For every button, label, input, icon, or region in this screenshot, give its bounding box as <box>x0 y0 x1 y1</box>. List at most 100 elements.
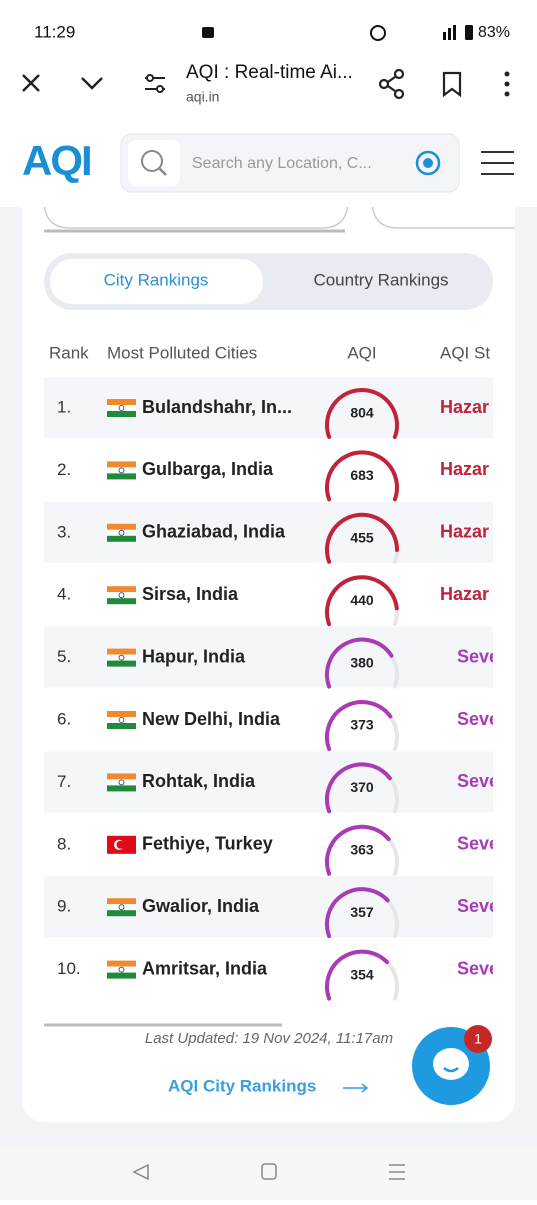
chat-badge-count: 1 <box>474 1031 482 1047</box>
column-header: AQI St <box>440 343 490 362</box>
flag <box>107 467 136 474</box>
menu[interactable] <box>504 71 510 97</box>
city: New Delhi, India <box>142 709 281 729</box>
aqi-value: 380 <box>350 654 374 670</box>
collapse[interactable] <box>81 77 103 90</box>
flag <box>107 654 136 661</box>
status: Seve <box>457 834 499 854</box>
flag <box>118 592 125 599</box>
column-header: Most Polluted Cities <box>107 343 257 362</box>
locate[interactable] <box>415 150 441 176</box>
battery-icon <box>465 25 473 40</box>
search-icon <box>141 150 163 172</box>
share[interactable] <box>378 68 405 100</box>
rank: 2. <box>57 460 71 479</box>
flag <box>107 711 136 717</box>
flag <box>118 529 125 536</box>
page-url: aqi.in <box>186 89 219 105</box>
browser-bar: AQI : Real-time Ai... aqi.in <box>22 62 510 105</box>
aqi-value: 455 <box>350 530 374 546</box>
flag <box>107 586 136 593</box>
rank: 8. <box>57 834 71 853</box>
flag <box>107 592 136 599</box>
arrow <box>343 1083 369 1093</box>
rank: 3. <box>57 522 71 541</box>
ranking-table: Rank Most Polluted Cities AQI AQI St 1. Bulan… <box>44 343 499 1001</box>
search-box[interactable] <box>120 133 460 193</box>
city: Hapur, India <box>142 646 246 666</box>
nav-back[interactable] <box>132 1163 149 1181</box>
aqi-value: 357 <box>350 904 374 920</box>
city: Fethiye, Turkey <box>142 834 273 854</box>
status: Hazar <box>440 584 489 604</box>
flag <box>107 399 136 405</box>
flag <box>116 840 125 849</box>
search-placeholder: Search any Location, C... <box>192 155 372 172</box>
rankings-link[interactable]: AQI City Rankings <box>168 1076 316 1095</box>
flag <box>118 904 125 911</box>
flag <box>107 723 136 729</box>
status: Seve <box>457 709 499 729</box>
gauge <box>325 450 399 502</box>
flag <box>107 660 136 667</box>
status: Hazar <box>440 397 489 417</box>
status: Hazar <box>440 522 489 542</box>
rank: 9. <box>57 897 71 916</box>
flag <box>107 910 136 917</box>
rank: 7. <box>57 772 71 791</box>
aqi-value: 440 <box>350 592 374 608</box>
nav-home[interactable] <box>261 1163 277 1180</box>
flag <box>107 779 136 786</box>
aqi-value: 683 <box>350 467 374 483</box>
city: Sirsa, India <box>142 584 239 604</box>
close-tab[interactable] <box>22 74 40 92</box>
city: Bulandshahr, In... <box>142 397 292 417</box>
aqi-value: 370 <box>350 779 374 795</box>
flag <box>107 405 136 411</box>
flag <box>107 473 136 480</box>
flag <box>107 773 136 780</box>
flag <box>107 523 136 530</box>
flag <box>118 654 125 661</box>
flag <box>107 535 136 542</box>
rank: 6. <box>57 709 71 728</box>
aqi-value: 363 <box>350 842 374 858</box>
search-icon-box <box>128 140 180 186</box>
status: Seve <box>457 896 499 916</box>
status: Seve <box>457 646 499 666</box>
chat-icon <box>433 1048 469 1080</box>
prev-card <box>43 199 349 229</box>
tab[interactable]: City Rankings <box>104 270 209 289</box>
aqi-value: 804 <box>350 405 374 421</box>
logo[interactable]: AQI <box>22 137 93 184</box>
nav-recents[interactable] <box>389 1164 405 1180</box>
hamburger[interactable] <box>481 151 514 175</box>
site-settings[interactable] <box>145 74 165 93</box>
flag <box>107 966 136 973</box>
tab-active[interactable] <box>50 259 263 304</box>
flag <box>107 648 136 655</box>
rank: 10. <box>57 959 81 978</box>
gauge <box>325 575 399 627</box>
status-icons <box>202 25 456 41</box>
aqi-value: 354 <box>350 966 374 982</box>
tab[interactable]: Country Rankings <box>313 270 448 289</box>
gauge <box>325 512 400 564</box>
flag <box>107 898 136 905</box>
chat-badge <box>464 1025 492 1053</box>
chat-smile <box>443 1067 459 1073</box>
gauge <box>325 700 393 751</box>
page-title: AQI : Real-time Ai... <box>186 62 353 83</box>
flag <box>118 717 125 723</box>
bookmark[interactable] <box>442 71 462 98</box>
flag <box>107 411 136 417</box>
status: Seve <box>457 958 499 978</box>
flag <box>118 405 125 411</box>
gauge <box>325 637 394 689</box>
flag <box>107 785 136 792</box>
rank: 5. <box>57 647 71 666</box>
aqi-value: 373 <box>350 717 374 733</box>
last-updated: Last Updated: 19 Nov 2024, 11:17am <box>145 1030 393 1047</box>
